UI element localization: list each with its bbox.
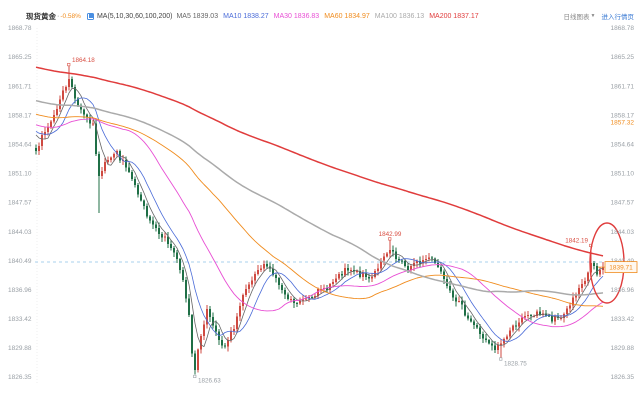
y-axis-label-right: 1861.71 (611, 83, 635, 90)
ma-legend-item: MA5 1839.03 (176, 12, 219, 20)
y-axis-label-left: 1847.57 (8, 200, 32, 207)
ma-legend: MA5 1839.03 MA10 1838.27 MA30 1836.83 MA60 … (176, 13, 483, 20)
y-axis-label-left: 1865.25 (8, 54, 32, 61)
toolbar-right: 日线图表 ▼ 进入行情页 (564, 11, 634, 21)
ma5-line (35, 87, 604, 348)
price-annotation: 1842.19 (565, 238, 588, 245)
y-axis-label-right: 1826.35 (611, 374, 635, 381)
y-axis-label-right: 1829.88 (611, 345, 635, 352)
y-axis-label-left: 1833.42 (8, 316, 32, 323)
ma-legend-item: MA30 1836.83 (273, 12, 320, 20)
price-annotation: 1864.18 (72, 57, 95, 64)
ma-legend-item: MA200 1837.17 (429, 12, 479, 20)
y-axis-label-right: 1844.03 (611, 229, 635, 236)
y-axis-label-left: 1844.03 (8, 229, 32, 236)
y-axis-label-right: 1833.42 (611, 316, 635, 323)
change-percent: -0.58% (60, 12, 81, 20)
ma60-line (35, 113, 604, 307)
y-axis-label-left: 1858.17 (8, 112, 32, 119)
chart-type-dropdown[interactable]: 日线图表 (563, 14, 590, 21)
y-axis-label-left: 1868.78 (8, 25, 32, 32)
title-separator: · (57, 12, 60, 20)
price-annotation: 1826.63 (198, 378, 221, 385)
current-price-value: 1839.71 (609, 264, 633, 271)
y-axis-label-right: 1851.10 (611, 171, 635, 178)
y-axis-label-left: 1826.35 (8, 374, 32, 381)
price-annotation: 1842.99 (379, 231, 402, 238)
ma-legend-item: MA10 1838.27 (223, 12, 269, 20)
y-axis-label-right: 1847.57 (611, 200, 635, 207)
ma-legend-item: MA60 1834.97 (324, 12, 370, 20)
chevron-down-icon: ▼ (590, 13, 596, 19)
current-price-tag (604, 261, 638, 274)
y-axis-label-left: 1829.88 (8, 345, 32, 352)
indicator-settings-icon[interactable] (86, 12, 94, 20)
y-axis-label-right: 1836.96 (611, 287, 635, 294)
instrument-title[interactable]: 现货黄金 (26, 11, 56, 21)
y-axis-label-right: 1854.64 (611, 142, 635, 149)
ma30-line (35, 118, 604, 328)
y-axis-label-left: 1854.64 (8, 142, 32, 149)
y-axis-label-left: 1840.49 (8, 258, 32, 265)
ma100-line (35, 99, 604, 296)
y-axis-label-left: 1851.10 (8, 171, 32, 178)
y-axis-label-left: 1861.71 (8, 83, 32, 90)
ma-legend-item: MA100 1836.13 (374, 12, 425, 20)
y-axis-label-right: 1868.78 (611, 25, 635, 32)
ma10-line (35, 97, 604, 343)
reference-price-label: 1857.32 (611, 119, 635, 126)
indicator-label[interactable]: MA(5,10,30,60,100,200) (96, 12, 173, 20)
chart-toolbar: 现货黄金 · -0.58% MA(5,10,30,60,100,200) MA5… (26, 9, 634, 23)
ma200-line (35, 66, 604, 257)
open-quotes-link[interactable]: 进入行情页 (601, 14, 635, 21)
y-axis-label-left: 1836.96 (8, 287, 32, 294)
y-axis-label-right: 1865.25 (611, 54, 635, 61)
price-annotation: 1828.75 (504, 360, 527, 367)
y-axis-label-right: 1858.17 (611, 112, 635, 119)
